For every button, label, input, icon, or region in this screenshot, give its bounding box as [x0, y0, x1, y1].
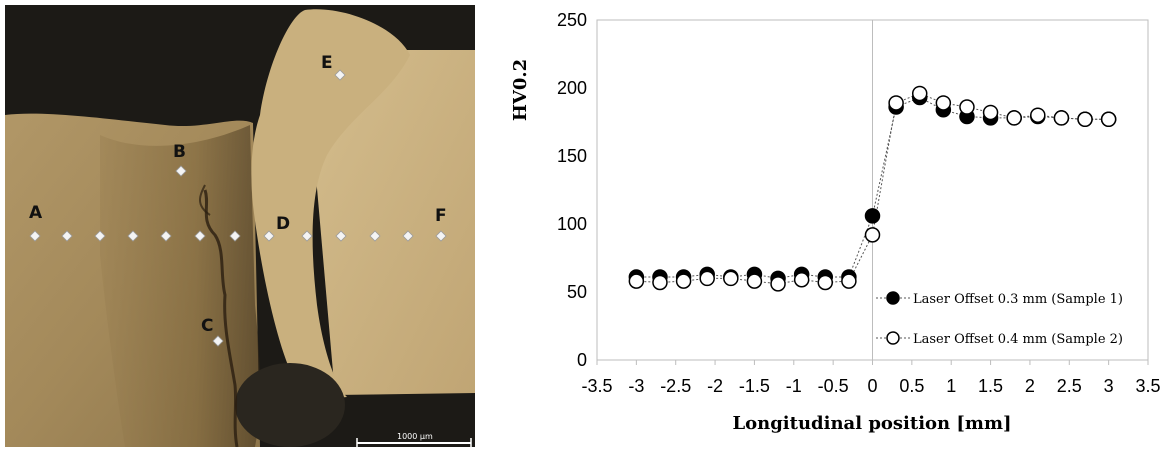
scale-bar-label: 1000 µm	[397, 432, 433, 441]
hardness-chart: 0 50 100 150 200 250 -3.5 -3 -2.5 -2 -1.5 -1 -0.5 0 0.…	[510, 10, 1161, 434]
micrograph-image: A B C D E F 1000 µm	[5, 5, 475, 448]
indent-mark	[402, 230, 414, 242]
series-2-point	[675, 273, 692, 289]
x-tick-label: 2	[1025, 376, 1035, 396]
y-axis-label: HV0.2	[510, 59, 531, 121]
indent-mark	[175, 165, 187, 177]
indent-mark	[127, 230, 139, 242]
x-tick-label: -1	[786, 376, 802, 396]
y-tick-label: 150	[557, 146, 587, 166]
series-2-point	[888, 95, 904, 111]
x-tick-label: 1.5	[978, 376, 1003, 396]
x-tick-label: -3	[628, 376, 644, 396]
series-2-point	[982, 104, 999, 121]
indent-mark	[61, 230, 73, 242]
axes: 0 50 100 150 200 250 -3.5 -3 -2.5 -2 -1.5 -1 -0.5 0 0.…	[557, 10, 1161, 396]
indent-mark	[29, 230, 41, 242]
chart-panel: 0 50 100 150 200 250 -3.5 -3 -2.5 -2 -1.5 -1 -0.5 0 0.…	[480, 0, 1165, 452]
x-tick-label: 0	[867, 376, 877, 396]
series-2-point	[746, 273, 763, 289]
series-1-point	[864, 208, 881, 224]
series-2-point	[841, 273, 857, 289]
indent-mark	[263, 230, 275, 242]
indent-mark	[229, 230, 241, 242]
x-tick-label: -1.5	[739, 376, 770, 396]
x-axis-label: Longitudinal position [mm]	[732, 413, 1011, 434]
series-2-point	[652, 274, 668, 291]
indent-mark	[334, 69, 346, 81]
x-tick-label: 1	[946, 376, 956, 396]
series-2-point	[1030, 107, 1046, 123]
x-tick-label: 2.5	[1057, 376, 1082, 396]
series-2-point	[1077, 111, 1093, 128]
series-2-point	[1006, 110, 1022, 126]
micrograph-panel: A B C D E F 1000 µm	[5, 5, 475, 448]
series-2-point	[959, 99, 975, 115]
series-2-point	[817, 274, 834, 291]
legend-marker	[886, 291, 900, 305]
right-base-metal	[305, 50, 475, 395]
point-label-b: B	[173, 142, 186, 162]
indentation-markers	[29, 69, 447, 347]
indent-mark	[335, 230, 347, 242]
y-tick-label: 0	[577, 350, 587, 370]
legend-marker	[886, 331, 900, 345]
y-tick-label: 50	[567, 282, 587, 302]
series-2-point	[793, 272, 810, 288]
x-tick-label: 0.5	[899, 376, 924, 396]
y-tick-label: 200	[557, 78, 587, 98]
x-tick-label: -3.5	[581, 376, 612, 396]
x-tick-label: -0.5	[818, 376, 849, 396]
weld-nugget	[251, 9, 410, 398]
point-label-c: C	[201, 316, 213, 336]
indent-mark	[301, 230, 313, 242]
crack-branch	[199, 184, 211, 216]
crack-line	[203, 189, 239, 448]
bottom-void	[235, 363, 345, 447]
legend-entry: Laser Offset 0.3 mm (Sample 1)	[913, 292, 1123, 307]
point-label-e: E	[321, 53, 333, 73]
series-2-point	[1053, 110, 1070, 126]
series-points	[628, 85, 1117, 292]
series-2-point	[770, 276, 786, 292]
x-tick-label: -2.5	[660, 376, 691, 396]
series-2-point	[935, 95, 952, 111]
indent-mark	[212, 335, 224, 347]
x-tick-label: -2	[707, 376, 723, 396]
x-tick-label: 3.5	[1135, 376, 1160, 396]
legend: Laser Offset 0.3 mm (Sample 1) Laser Offs…	[876, 291, 1123, 347]
point-label-a: A	[29, 203, 43, 223]
indent-mark	[94, 230, 106, 242]
x-tick-label: 3	[1104, 376, 1114, 396]
series-2-point	[723, 270, 739, 287]
y-tick-label: 250	[557, 10, 587, 30]
series-2-point	[628, 273, 645, 289]
indent-mark	[160, 230, 172, 242]
point-label-f: F	[435, 206, 447, 226]
indent-mark	[435, 230, 447, 242]
scale-bar: 1000 µm	[356, 432, 472, 447]
y-tick-label: 100	[557, 214, 587, 234]
indent-mark	[194, 230, 206, 242]
indent-mark	[369, 230, 381, 242]
series-2-point	[699, 270, 715, 287]
heat-affected-zone	[100, 125, 260, 447]
legend-entry: Laser Offset 0.4 mm (Sample 2)	[913, 332, 1123, 347]
series-2-point	[911, 85, 928, 102]
series-2-point	[1100, 111, 1117, 128]
series-2-point	[864, 227, 881, 243]
point-label-d: D	[276, 214, 290, 234]
